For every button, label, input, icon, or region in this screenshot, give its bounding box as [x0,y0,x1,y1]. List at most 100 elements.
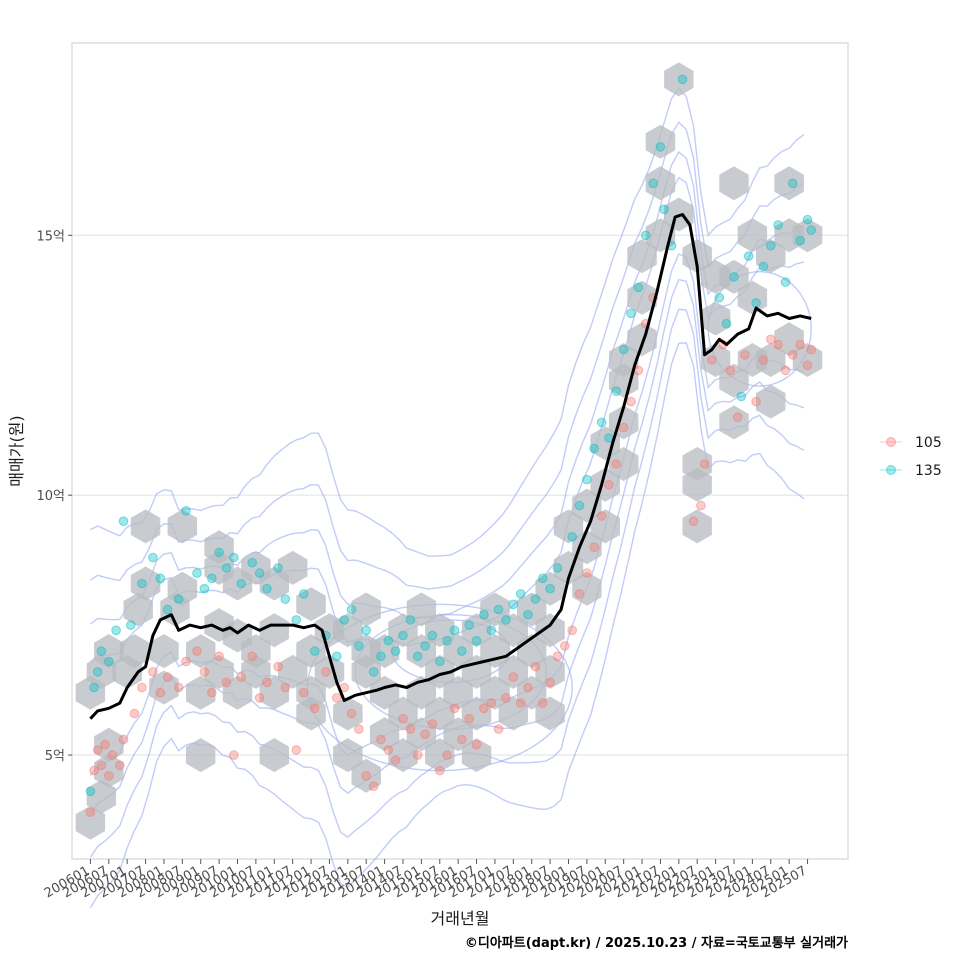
hexbin-cell [461,613,492,648]
point-135 [405,615,416,625]
hexbin-cell [461,654,492,689]
point-105 [321,667,331,677]
point-135 [214,547,224,558]
point-105 [148,667,158,677]
legend-label-105: 105 [915,435,942,451]
hexbin-cell [186,738,216,773]
point-105 [427,719,438,729]
point-135 [236,578,246,589]
point-105 [181,656,191,667]
point-135 [254,568,265,578]
point-105 [596,511,607,521]
hexbin-cell [204,530,234,565]
point-135 [486,625,497,636]
point-105 [354,724,364,734]
point-105 [107,750,118,760]
hexbin-cell [369,675,400,710]
point-105 [229,750,239,760]
point-105 [560,641,570,651]
point-105 [254,693,265,703]
point-105 [802,360,813,371]
point-105 [420,729,430,740]
point-105 [493,724,504,734]
point-135 [788,178,798,189]
point-135 [280,594,291,604]
point-135 [92,667,103,677]
hexbin-cell [572,571,602,606]
point-135 [383,635,394,646]
point-105 [435,765,445,776]
point-135 [207,573,217,584]
hexbin-cell [682,239,712,274]
hexbin-cell [535,571,565,606]
point-105 [780,365,791,376]
point-105 [552,651,563,662]
hexbin-cell [461,696,492,731]
point-135 [221,563,232,573]
hexbin-cell [608,447,639,481]
point-135 [85,786,96,797]
point-135 [162,604,173,615]
hexbin-cell [94,753,124,788]
point-105 [696,500,706,511]
hexbin-cell [737,218,768,253]
point-135 [427,630,438,641]
point-135 [111,625,121,636]
point-135 [780,277,791,287]
contour-line [90,87,805,557]
hexbin-cell [498,654,528,689]
point-105 [137,682,147,693]
point-105 [398,713,408,724]
point-135 [148,552,158,563]
hexbin-cell [645,166,676,201]
point-105 [129,708,140,719]
point-105 [100,739,110,750]
point-105 [732,412,743,423]
point-105 [291,745,302,755]
median-price-line [89,213,812,720]
hexbin-cell [351,758,381,793]
point-135 [262,583,272,594]
hexbin-cell [608,343,639,377]
point-135 [354,641,364,651]
hexbin-cell [719,405,749,440]
point-135 [626,308,636,319]
point-105 [699,459,710,469]
hexbin-cell [186,634,216,669]
point-135 [181,506,191,516]
point-105 [604,480,614,490]
point-105 [280,682,291,693]
point-135 [618,344,629,355]
point-105 [486,698,497,708]
point-105 [574,589,585,599]
point-105 [766,334,776,345]
point-135 [229,552,239,563]
hexbin-cell [388,696,418,731]
hexbin-cell [682,447,712,481]
point-135 [449,625,460,636]
point-135 [640,230,651,241]
point-105 [626,396,636,407]
point-135 [137,578,147,589]
point-135 [273,563,283,573]
point-105 [501,693,511,703]
hexbin-cell [535,654,565,689]
hexbin-cell [443,675,473,710]
hexbin-cell [259,675,289,710]
point-135 [751,298,761,308]
legend-label-135: 135 [915,463,942,479]
hexbin-cell [406,634,437,669]
point-135 [677,74,688,85]
point-105 [479,703,489,714]
point-135 [339,615,350,625]
hexbin-cell [774,166,804,201]
point-105 [530,661,541,672]
hexbin-cell [425,696,455,731]
point-135 [773,220,783,230]
point-135 [655,142,666,152]
point-105 [567,625,578,636]
point-135 [398,630,408,641]
point-135 [493,604,504,615]
point-135 [515,589,526,599]
point-135 [247,557,257,568]
